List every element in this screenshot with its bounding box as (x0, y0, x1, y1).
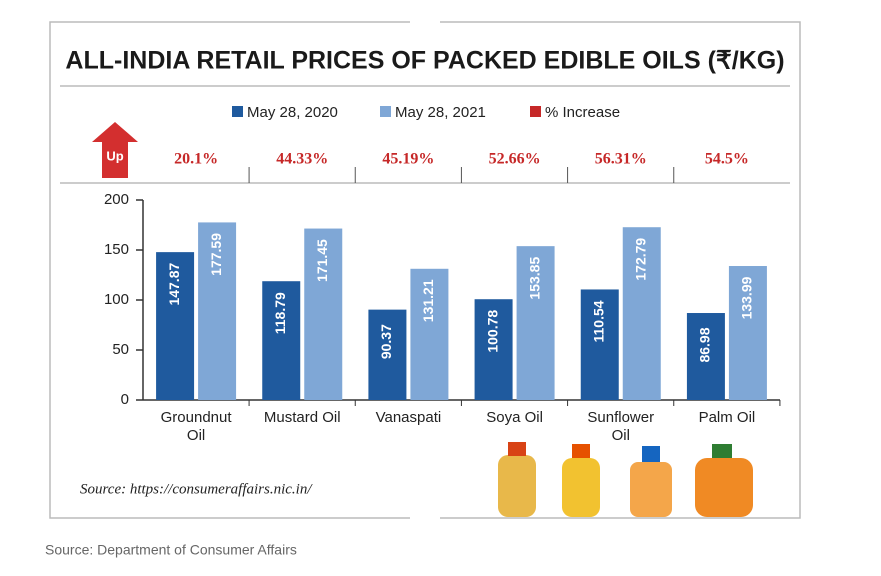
bar (198, 222, 237, 400)
x-tick-label: Palm Oil (698, 409, 756, 426)
frame (440, 21, 801, 519)
value-label: 147.87 (166, 263, 182, 306)
x-tick-label: Vanaspati (375, 409, 442, 426)
legend-swatch (530, 106, 541, 117)
value-label: 171.45 (314, 239, 330, 282)
value-label: 133.99 (739, 276, 755, 319)
bar (410, 268, 449, 400)
legend-swatch (232, 106, 243, 117)
bar (262, 281, 301, 400)
frame (49, 21, 410, 519)
bottles (498, 442, 753, 517)
bar (304, 228, 343, 400)
legend-label: % Increase (545, 104, 620, 121)
bar (516, 246, 555, 400)
percent-label: 20.1% (174, 151, 218, 168)
percent-label: 54.5% (705, 151, 749, 168)
legend-swatch (380, 106, 391, 117)
x-tick-label: Mustard Oil (263, 409, 341, 426)
y-tick-label: 50 (112, 341, 129, 358)
x-tick-label: Sunflower Oil (587, 409, 655, 444)
bar (156, 252, 195, 400)
source: Source: https://consumeraffairs.nic.in/ (80, 481, 313, 497)
y-tick-label: 200 (104, 191, 129, 208)
bar (580, 289, 619, 400)
bar (728, 266, 767, 400)
value-label: 86.98 (697, 327, 713, 362)
percent-label: 52.66% (489, 151, 541, 168)
bar (474, 299, 513, 400)
value-label: 90.37 (378, 324, 394, 359)
value-label: 110.54 (590, 300, 606, 342)
bar (368, 309, 407, 400)
bar (686, 313, 725, 400)
y-tick-label: 100 (104, 291, 129, 308)
y-tick-label: 150 (104, 241, 129, 258)
badge: Up (106, 148, 123, 163)
percent-label: 44.33% (276, 151, 328, 168)
value-label: 153.85 (526, 257, 542, 300)
legend-label: May 28, 2021 (395, 104, 486, 121)
y-tick-label: 0 (121, 391, 129, 408)
up-arrow (92, 122, 138, 178)
percent-label: 56.31% (595, 151, 647, 168)
chart-title: ALL-INDIA RETAIL PRICES OF PACKED EDIBLE… (65, 47, 784, 75)
value-label: 118.79 (272, 292, 288, 334)
percent-label: 45.19% (382, 151, 434, 168)
footer: Source: Department of Consumer Affairs (45, 542, 297, 558)
value-label: 177.59 (208, 233, 224, 276)
x-tick-label: Soya Oil (486, 409, 543, 426)
bar (622, 227, 661, 400)
x-tick-label: Groundnut Oil (160, 409, 232, 444)
value-label: 100.78 (484, 310, 500, 353)
value-label: 172.79 (632, 238, 648, 281)
value-label: 131.21 (420, 279, 436, 322)
legend-label: May 28, 2020 (247, 104, 338, 121)
